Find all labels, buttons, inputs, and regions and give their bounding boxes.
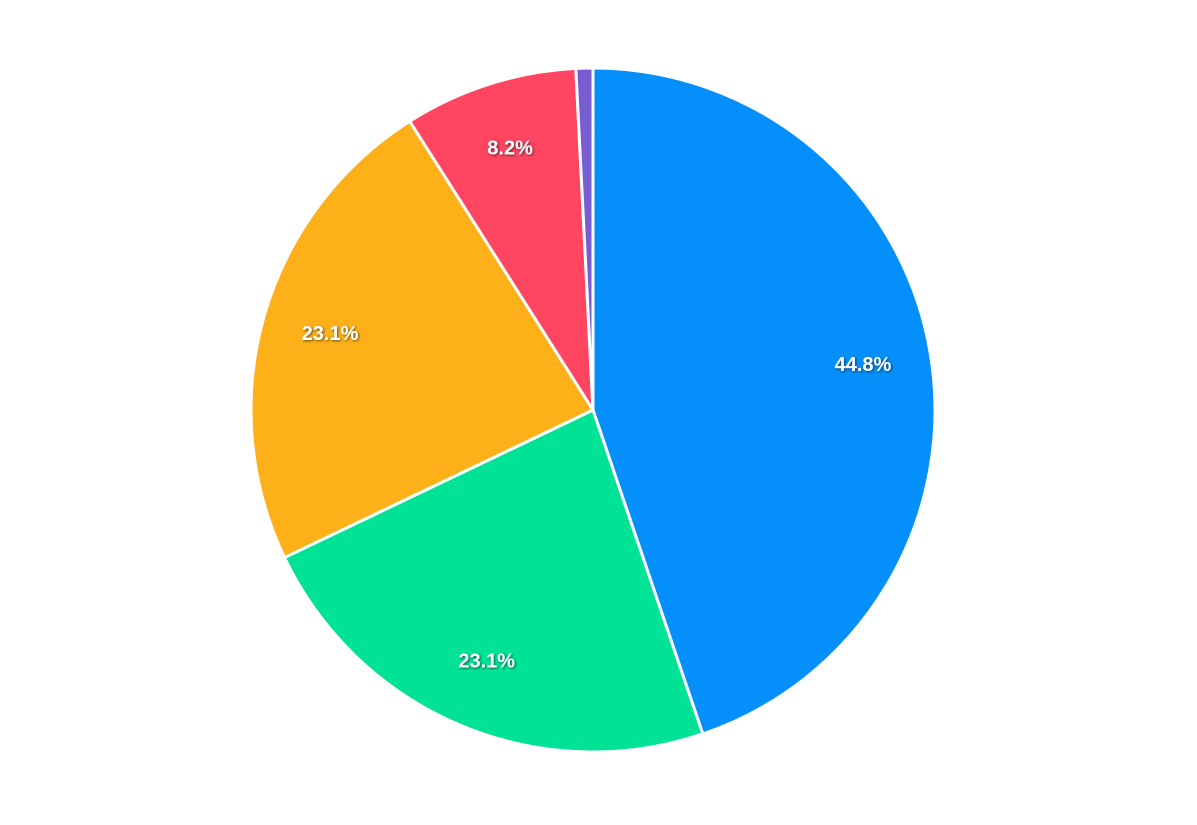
pie-slice [249, 119, 596, 560]
data-label: 44.8% [835, 354, 892, 376]
pie-slice [282, 407, 705, 754]
data-label: 23.1% [458, 650, 515, 672]
data-label: 8.2% [487, 138, 533, 160]
data-label: 23.1% [302, 323, 359, 345]
pie-slice [574, 66, 595, 411]
pie-slice [407, 66, 595, 416]
pie-slice [591, 66, 937, 736]
